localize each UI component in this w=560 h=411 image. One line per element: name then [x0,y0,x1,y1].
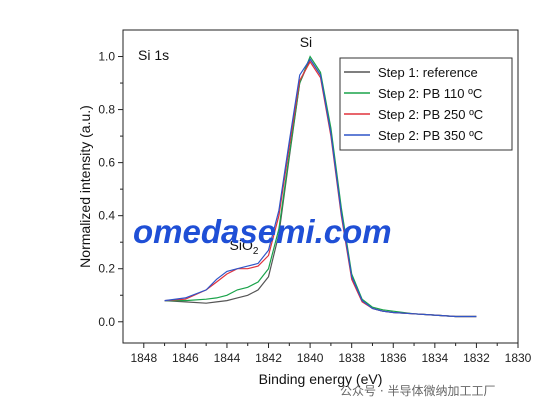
x-tick-label: 1840 [297,351,324,365]
sio2-label: SiO2 [230,237,259,257]
si-peak-label: Si [300,34,312,50]
series-line-2 [164,55,477,318]
y-tick-label: 0.4 [98,209,115,223]
x-tick-label: 1842 [255,351,282,365]
plot-frame [122,29,519,344]
sio2-label-subscript: 2 [253,246,259,257]
legend-entry-4: Step 2: PB 350 ºC [378,128,483,143]
x-tick-label: 1838 [338,351,365,365]
x-tick-label: 1844 [214,351,241,365]
x-axis-label: Binding energy (eV) [259,371,383,387]
panel-label: Si 1s [138,47,169,63]
wechat-watermark: 公众号 · 半导体微纳加工工厂 [340,384,495,398]
y-tick-label: 0.6 [98,156,115,170]
x-tick-label: 1846 [172,351,199,365]
y-axis-label: Normalized intensity (a.u.) [77,105,93,268]
x-tick-label: 1834 [421,351,448,365]
y-tick-label: 0.8 [98,103,115,117]
legend-entry-1: Step 1: reference [378,65,478,80]
legend-entry-2: Step 2: PB 110 ºC [378,86,482,101]
y-tick-label: 0.2 [98,262,115,276]
x-tick-label: 1830 [505,351,532,365]
y-tick-label: 0.0 [98,315,115,329]
x-tick-label: 1836 [380,351,407,365]
axis-ticks: 1848 1846 1844 1842 1840 1838 1836 1834 1832 1830… [98,50,531,365]
x-tick-label: 1848 [130,351,157,365]
watermark-text: omedasemi.com [133,213,392,250]
legend: Step 1: reference Step 2: PB 110 ºC Step 2… [339,57,513,151]
x-tick-label: 1832 [463,351,490,365]
series-layer [164,55,477,318]
series-line-4 [164,58,477,318]
legend-entry-3: Step 2: PB 250 ºC [378,107,483,122]
y-tick-label: 1.0 [98,50,115,64]
sio2-label-base: SiO [230,237,253,253]
